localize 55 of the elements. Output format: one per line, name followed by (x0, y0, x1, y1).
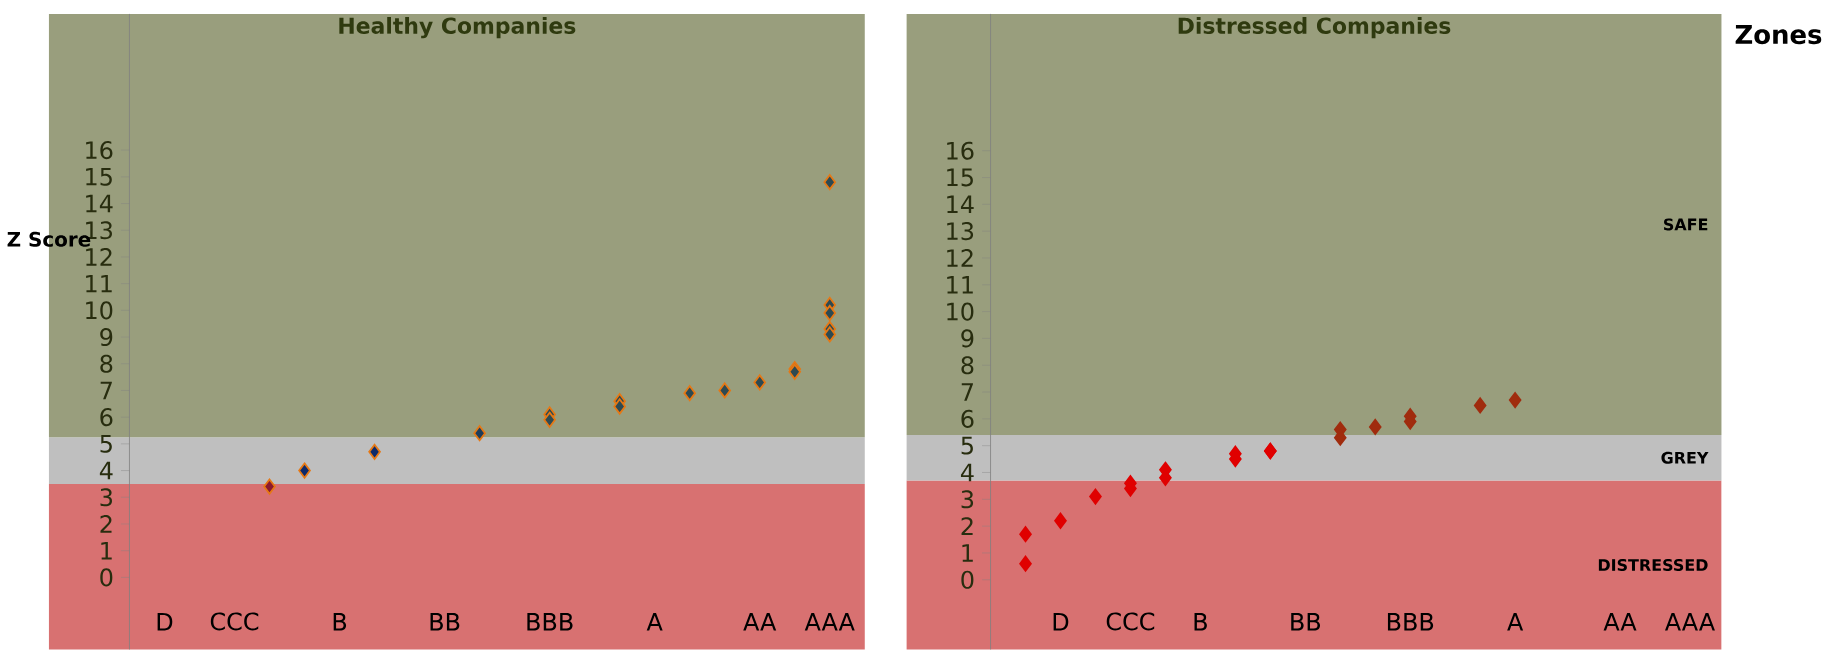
x-tick-label: AA (743, 613, 777, 631)
x-tick-label: BBB (1387, 613, 1434, 631)
x-tick-label: B (1194, 613, 1207, 631)
y-tick-label: 14 (947, 195, 974, 214)
y-tick-label: 8 (100, 354, 113, 373)
y-tick-label: 13 (947, 222, 974, 241)
y-tick-label: 7 (961, 383, 973, 401)
y-tick-label: 0 (961, 570, 974, 589)
y-tick-label: 3 (961, 490, 974, 509)
y-tick-label: 9 (961, 329, 974, 348)
y-tick-label: 8 (961, 356, 974, 375)
y-tick-label: 10 (86, 301, 113, 320)
y-tick-label: 4 (960, 463, 974, 482)
y-tick-label: 2 (100, 515, 112, 533)
x-tick-label: BB (1291, 613, 1321, 631)
band-label: GREY (1661, 451, 1709, 464)
x-tick-label: AA (1603, 613, 1637, 631)
y-tick-label: 15 (947, 168, 973, 187)
chart-title: Healthy Companies (339, 17, 576, 39)
x-tick-label: AAA (1664, 613, 1715, 631)
y-tick-label: 3 (100, 488, 112, 507)
x-tick-label: D (1053, 613, 1069, 631)
y-tick-label: 7 (100, 381, 112, 400)
x-tick-label: BBB (527, 613, 573, 631)
y-tick-label: 4 (99, 461, 113, 480)
x-tick-label: CCC (1106, 612, 1155, 631)
y-tick-label: 9 (100, 328, 113, 347)
y-tick-label: 11 (947, 276, 973, 294)
y-tick-label: 0 (100, 568, 113, 587)
y-tick-label: 16 (947, 141, 974, 160)
y-tick-label: 6 (100, 408, 113, 427)
x-tick-label: B (333, 613, 347, 631)
y-tick-label: 16 (86, 141, 113, 160)
y-tick-label: 5 (961, 436, 973, 455)
x-tick-label: D (157, 613, 173, 631)
band-label: DISTRESSED (1598, 559, 1708, 572)
y-tick-label: 5 (100, 435, 112, 453)
x-tick-label: BB (430, 613, 460, 631)
y-tick-label: 1 (962, 544, 973, 562)
y-tick-label: 12 (86, 248, 112, 266)
x-tick-label: CCC (210, 612, 259, 631)
y-tick-label: 14 (86, 194, 113, 213)
y-tick-label: 6 (961, 409, 974, 428)
y-tick-label: 12 (947, 249, 973, 267)
text: Zones (1735, 25, 1822, 45)
y-tick-label: 1 (101, 542, 112, 560)
y-tick-label: 15 (86, 168, 112, 186)
y-tick-label: 10 (947, 302, 974, 321)
band-label: SAFE (1664, 218, 1708, 231)
y-tick-label: 11 (86, 274, 112, 293)
y-tick-label: 2 (961, 517, 973, 536)
x-tick-label: AAA (804, 613, 855, 631)
x-tick-label: A (646, 613, 663, 631)
chart-title: Distressed Companies (1178, 17, 1451, 39)
x-tick-label: A (1507, 613, 1524, 631)
